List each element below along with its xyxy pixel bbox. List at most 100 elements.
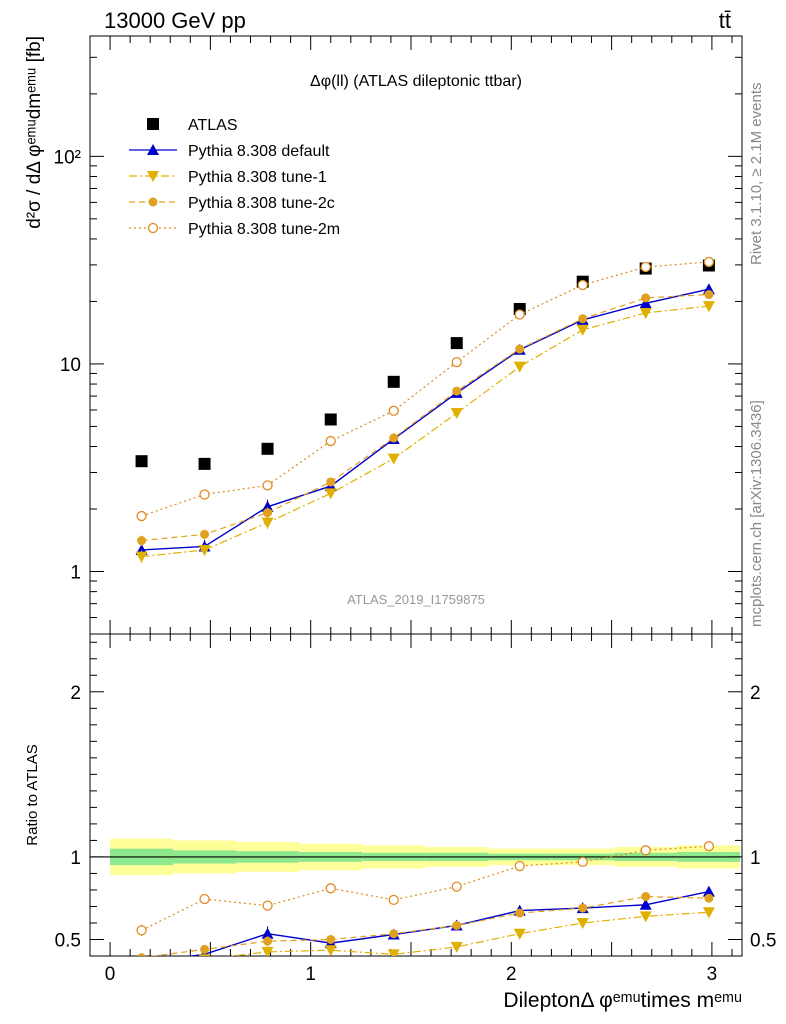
ratio-ytick-label-right: 1: [750, 848, 761, 869]
legend-label-pythia-8-308-tune-2m: Pythia 8.308 tune-2m: [188, 221, 340, 238]
main-point-pythia-8-308-tune-2m: [262, 480, 273, 491]
ratio-point-pythia-8-308-default: [261, 927, 274, 939]
main-point-pythia-8-308-tune-1: [261, 517, 274, 529]
main-point-pythia-8-308-tune-1: [135, 551, 148, 563]
main-point-pythia-8-308-tune-1: [450, 408, 463, 420]
main-point-pythia-8-308-tune-2c: [515, 344, 525, 354]
main-line-pythia-8-308-default: [141, 288, 710, 551]
header-left-label: 13000 GeV pp: [104, 8, 246, 33]
main-ytick-label: 10: [60, 355, 81, 376]
legend-marker-pythia-8-308-default: [147, 144, 159, 155]
ratio-point-pythia-8-308-tune-2m: [451, 881, 462, 892]
main-point-pythia-8-308-tune-2c: [263, 508, 273, 518]
rivet-label: Rivet 3.1.10, ≥ 2.1M events: [748, 83, 765, 266]
ratio-point-pythia-8-308-tune-2m: [136, 925, 147, 936]
legend: ATLAS Pythia 8.308 default Pythia 8.308 tu…: [129, 117, 340, 238]
ratio-point-pythia-8-308-tune-2c: [704, 893, 714, 903]
ratio-point-pythia-8-308-tune-2m: [262, 900, 273, 911]
main-ytick-label: 1: [70, 563, 81, 584]
ratio-point-pythia-8-308-tune-2m: [388, 894, 399, 906]
legend-label-pythia-8-308-default: Pythia 8.308 default: [188, 143, 330, 160]
ratio-point-pythia-8-308-tune-2m: [325, 883, 336, 894]
ratio-point-pythia-8-308-tune-2c: [389, 929, 399, 939]
main-point-pythia-8-308-tune-1: [576, 324, 589, 336]
main-point-atlas: [324, 413, 337, 426]
ratio-point-pythia-8-308-tune-2c: [326, 934, 336, 944]
ratio-point-pythia-8-308-tune-2c: [641, 892, 651, 902]
main-point-pythia-8-308-tune-2m: [388, 405, 399, 416]
ratio-line-pythia-8-308-default: [186, 890, 710, 956]
legend-marker-pythia-8-308-tune-2m: [147, 222, 159, 234]
ratio-point-pythia-8-308-tune-1: [702, 907, 715, 919]
ratio-point-pythia-8-308-tune-2m: [199, 893, 210, 905]
ratio-point-pythia-8-308-tune-2c: [137, 953, 146, 956]
ratio-point-pythia-8-308-tune-2m: [640, 845, 651, 856]
ratio-xtick-label: 1: [305, 964, 316, 985]
ratio-line-pythia-8-308-tune-2m: [141, 845, 709, 931]
main-title: Δφ(ll) (ATLAS dileptonic ttbar): [310, 73, 522, 90]
ratio-line-pythia-8-308-tune-1: [227, 911, 709, 956]
ratio-frame: [89, 633, 743, 957]
ratio-point-pythia-8-308-tune-2c: [452, 920, 462, 930]
ratio-point-pythia-8-308-tune-2m: [577, 856, 588, 868]
watermark-label: ATLAS_2019_I1759875: [347, 592, 485, 607]
ratio-xtick-label: 0: [105, 964, 116, 985]
ratio-y-axis-label: Ratio to ATLAS: [24, 744, 41, 845]
main-plot-panel: 1 10 10² ATLAS Pythia 8.308 default Pythia 8.…: [54, 35, 743, 635]
ratio-point-pythia-8-308-default: [639, 898, 652, 910]
ratio-ytick-label-left: 2: [70, 683, 81, 704]
main-point-pythia-8-308-tune-2m: [514, 309, 525, 320]
mcplots-label: mcplots.cern.ch [arXiv:1306.3436]: [748, 400, 765, 627]
main-point-pythia-8-308-tune-1: [702, 301, 715, 313]
legend-marker-pythia-8-308-tune-2c: [148, 197, 158, 207]
ratio-point-pythia-8-308-tune-1: [387, 949, 400, 956]
ratio-series-group: [136, 841, 715, 970]
main-line-pythia-8-308-tune-2c: [141, 293, 709, 542]
main-point-pythia-8-308-tune-1: [639, 307, 652, 319]
ratio-ytick-label-left: 0.5: [55, 930, 81, 951]
main-point-pythia-8-308-tune-1: [513, 361, 526, 373]
main-point-atlas: [387, 375, 400, 388]
legend-marker-atlas: [147, 118, 159, 130]
header-right-label: tt̄: [719, 8, 731, 33]
ratio-ytick-label-right: 0.5: [750, 930, 776, 951]
ratio-plot-panel: 0.5 0.5 1 1 2 2 0 1 2 3: [55, 633, 776, 985]
ratio-point-pythia-8-308-tune-1: [136, 959, 148, 970]
main-point-pythia-8-308-tune-2c: [641, 293, 651, 303]
ratio-xtick-label: 3: [707, 964, 718, 985]
main-point-pythia-8-308-tune-2m: [577, 279, 588, 291]
main-point-pythia-8-308-tune-2c: [389, 433, 399, 443]
ratio-ytick-label-left: 1: [70, 848, 81, 869]
ratio-point-pythia-8-308-tune-2m: [514, 860, 525, 872]
main-point-pythia-8-308-tune-2c: [704, 290, 714, 300]
main-point-pythia-8-308-default: [261, 500, 274, 512]
main-point-pythia-8-308-tune-1: [324, 488, 337, 500]
ratio-point-pythia-8-308-tune-2c: [263, 936, 273, 946]
legend-marker-pythia-8-308-tune-1: [147, 171, 159, 182]
main-point-pythia-8-308-tune-2c: [452, 386, 462, 396]
ratio-point-pythia-8-308-tune-2c: [578, 903, 588, 913]
main-point-pythia-8-308-tune-2m: [703, 256, 715, 268]
ratio-line-pythia-8-308-tune-2c: [149, 895, 709, 956]
main-point-pythia-8-308-tune-2m: [640, 261, 651, 273]
x-axis-label: DileptonΔ φᵉᵐᵘtimes mᵉᵐᵘ: [503, 989, 742, 1012]
ratio-xtick-label: 2: [506, 964, 517, 985]
main-y-axis-label: d²σ / dΔ φᵉᵐᵘdmᵉᵐᵘ [fb]: [24, 36, 45, 229]
ratio-point-pythia-8-308-tune-1: [261, 946, 274, 956]
main-point-atlas: [450, 337, 463, 350]
ratio-point-pythia-8-308-tune-2c: [515, 908, 525, 918]
ratio-point-pythia-8-308-tune-1: [198, 954, 211, 956]
main-point-atlas: [135, 455, 148, 468]
ratio-point-pythia-8-308-tune-1: [576, 917, 589, 929]
ratio-point-pythia-8-308-tune-2c: [200, 944, 210, 954]
main-point-pythia-8-308-tune-2m: [325, 435, 336, 447]
main-point-pythia-8-308-tune-1: [198, 544, 211, 556]
main-line-pythia-8-308-tune-1: [141, 305, 709, 558]
legend-label-pythia-8-308-tune-2c: Pythia 8.308 tune-2c: [188, 195, 335, 212]
main-point-pythia-8-308-tune-2c: [200, 529, 210, 539]
ratio-point-pythia-8-308-tune-1: [513, 928, 526, 940]
main-point-atlas: [198, 457, 211, 470]
ratio-point-pythia-8-308-default: [136, 957, 148, 968]
main-point-atlas: [261, 442, 274, 455]
